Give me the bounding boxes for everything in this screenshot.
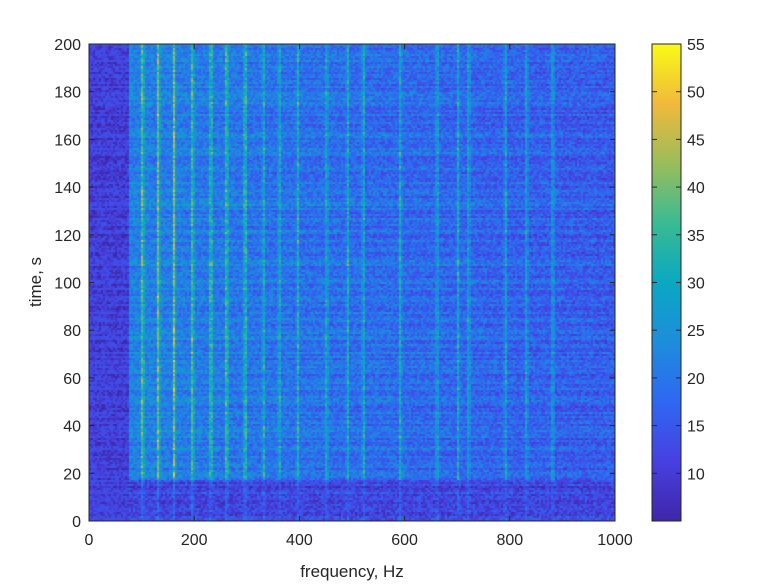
- y-tick-label: 0: [72, 514, 81, 531]
- colorbar-tick-label: 40: [687, 180, 705, 197]
- colorbar-tick-label: 10: [687, 466, 705, 483]
- x-tick-label: 800: [496, 532, 523, 549]
- x-tick-label: 400: [286, 532, 313, 549]
- y-tick-label: 120: [54, 228, 81, 245]
- y-tick-label: 180: [54, 85, 81, 102]
- x-tick-label: 200: [181, 532, 208, 549]
- y-axis: 0 20 40 60 80 100 120 140 160 180 200: [54, 37, 615, 531]
- colorbar-axis: 10 15 20 25 30 35 40 45 50 55: [652, 37, 705, 483]
- colorbar-tick-label: 15: [687, 419, 705, 436]
- x-axis: 0 200 400 600 800 1000: [85, 44, 633, 549]
- colorbar-tick-label: 30: [687, 276, 705, 293]
- y-tick-label: 40: [63, 419, 81, 436]
- colorbar-tick-label: 55: [687, 37, 705, 54]
- heatmap-image: [89, 44, 615, 521]
- x-axis-title: frequency, Hz: [300, 562, 404, 581]
- y-tick-label: 140: [54, 180, 81, 197]
- y-tick-label: 100: [54, 276, 81, 293]
- y-axis-title: time, s: [26, 257, 45, 307]
- colorbar-tick-label: 35: [687, 228, 705, 245]
- x-tick-label: 1000: [597, 532, 633, 549]
- colorbar-tick-label: 25: [687, 323, 705, 340]
- y-tick-label: 200: [54, 37, 81, 54]
- y-tick-label: 20: [63, 466, 81, 483]
- colorbar-tick-label: 50: [687, 85, 705, 102]
- y-tick-label: 80: [63, 323, 81, 340]
- colorbar-tick-label: 20: [687, 371, 705, 388]
- spectrogram-heatmap: [89, 44, 615, 521]
- x-tick-label: 0: [85, 532, 94, 549]
- y-tick-label: 160: [54, 132, 81, 149]
- colorbar-tick-label: 45: [687, 132, 705, 149]
- y-tick-label: 60: [63, 371, 81, 388]
- x-tick-label: 600: [391, 532, 418, 549]
